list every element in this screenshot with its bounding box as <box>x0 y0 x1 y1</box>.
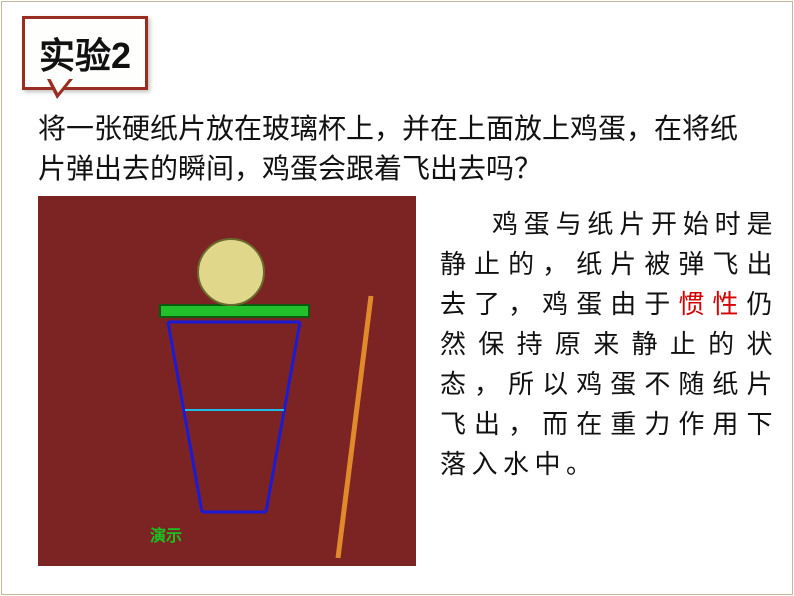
figure-svg <box>38 196 416 566</box>
keyword-inertia: 惯性 <box>678 290 746 319</box>
demo-label[interactable]: 演示 <box>150 522 182 546</box>
title-text: 实验2 <box>39 35 131 76</box>
title-box: 实验2 <box>22 16 148 90</box>
explanation-text: 鸡蛋与纸片开始时是静止的，纸片被弹飞出去了，鸡蛋由于惯性仍然保持原来静止的状态，… <box>440 205 778 485</box>
experiment-figure: 演示 <box>38 196 416 566</box>
stick <box>338 296 371 558</box>
paper-card <box>160 305 309 317</box>
glass-cup <box>168 322 300 512</box>
speech-tail-inner <box>50 78 70 93</box>
glass-left <box>168 322 202 512</box>
question-text: 将一张硬纸片放在玻璃杯上，并在上面放上鸡蛋，在将纸片弹出去的瞬间，鸡蛋会跟着飞出… <box>38 110 758 190</box>
egg <box>198 239 264 305</box>
glass-right <box>266 322 300 512</box>
